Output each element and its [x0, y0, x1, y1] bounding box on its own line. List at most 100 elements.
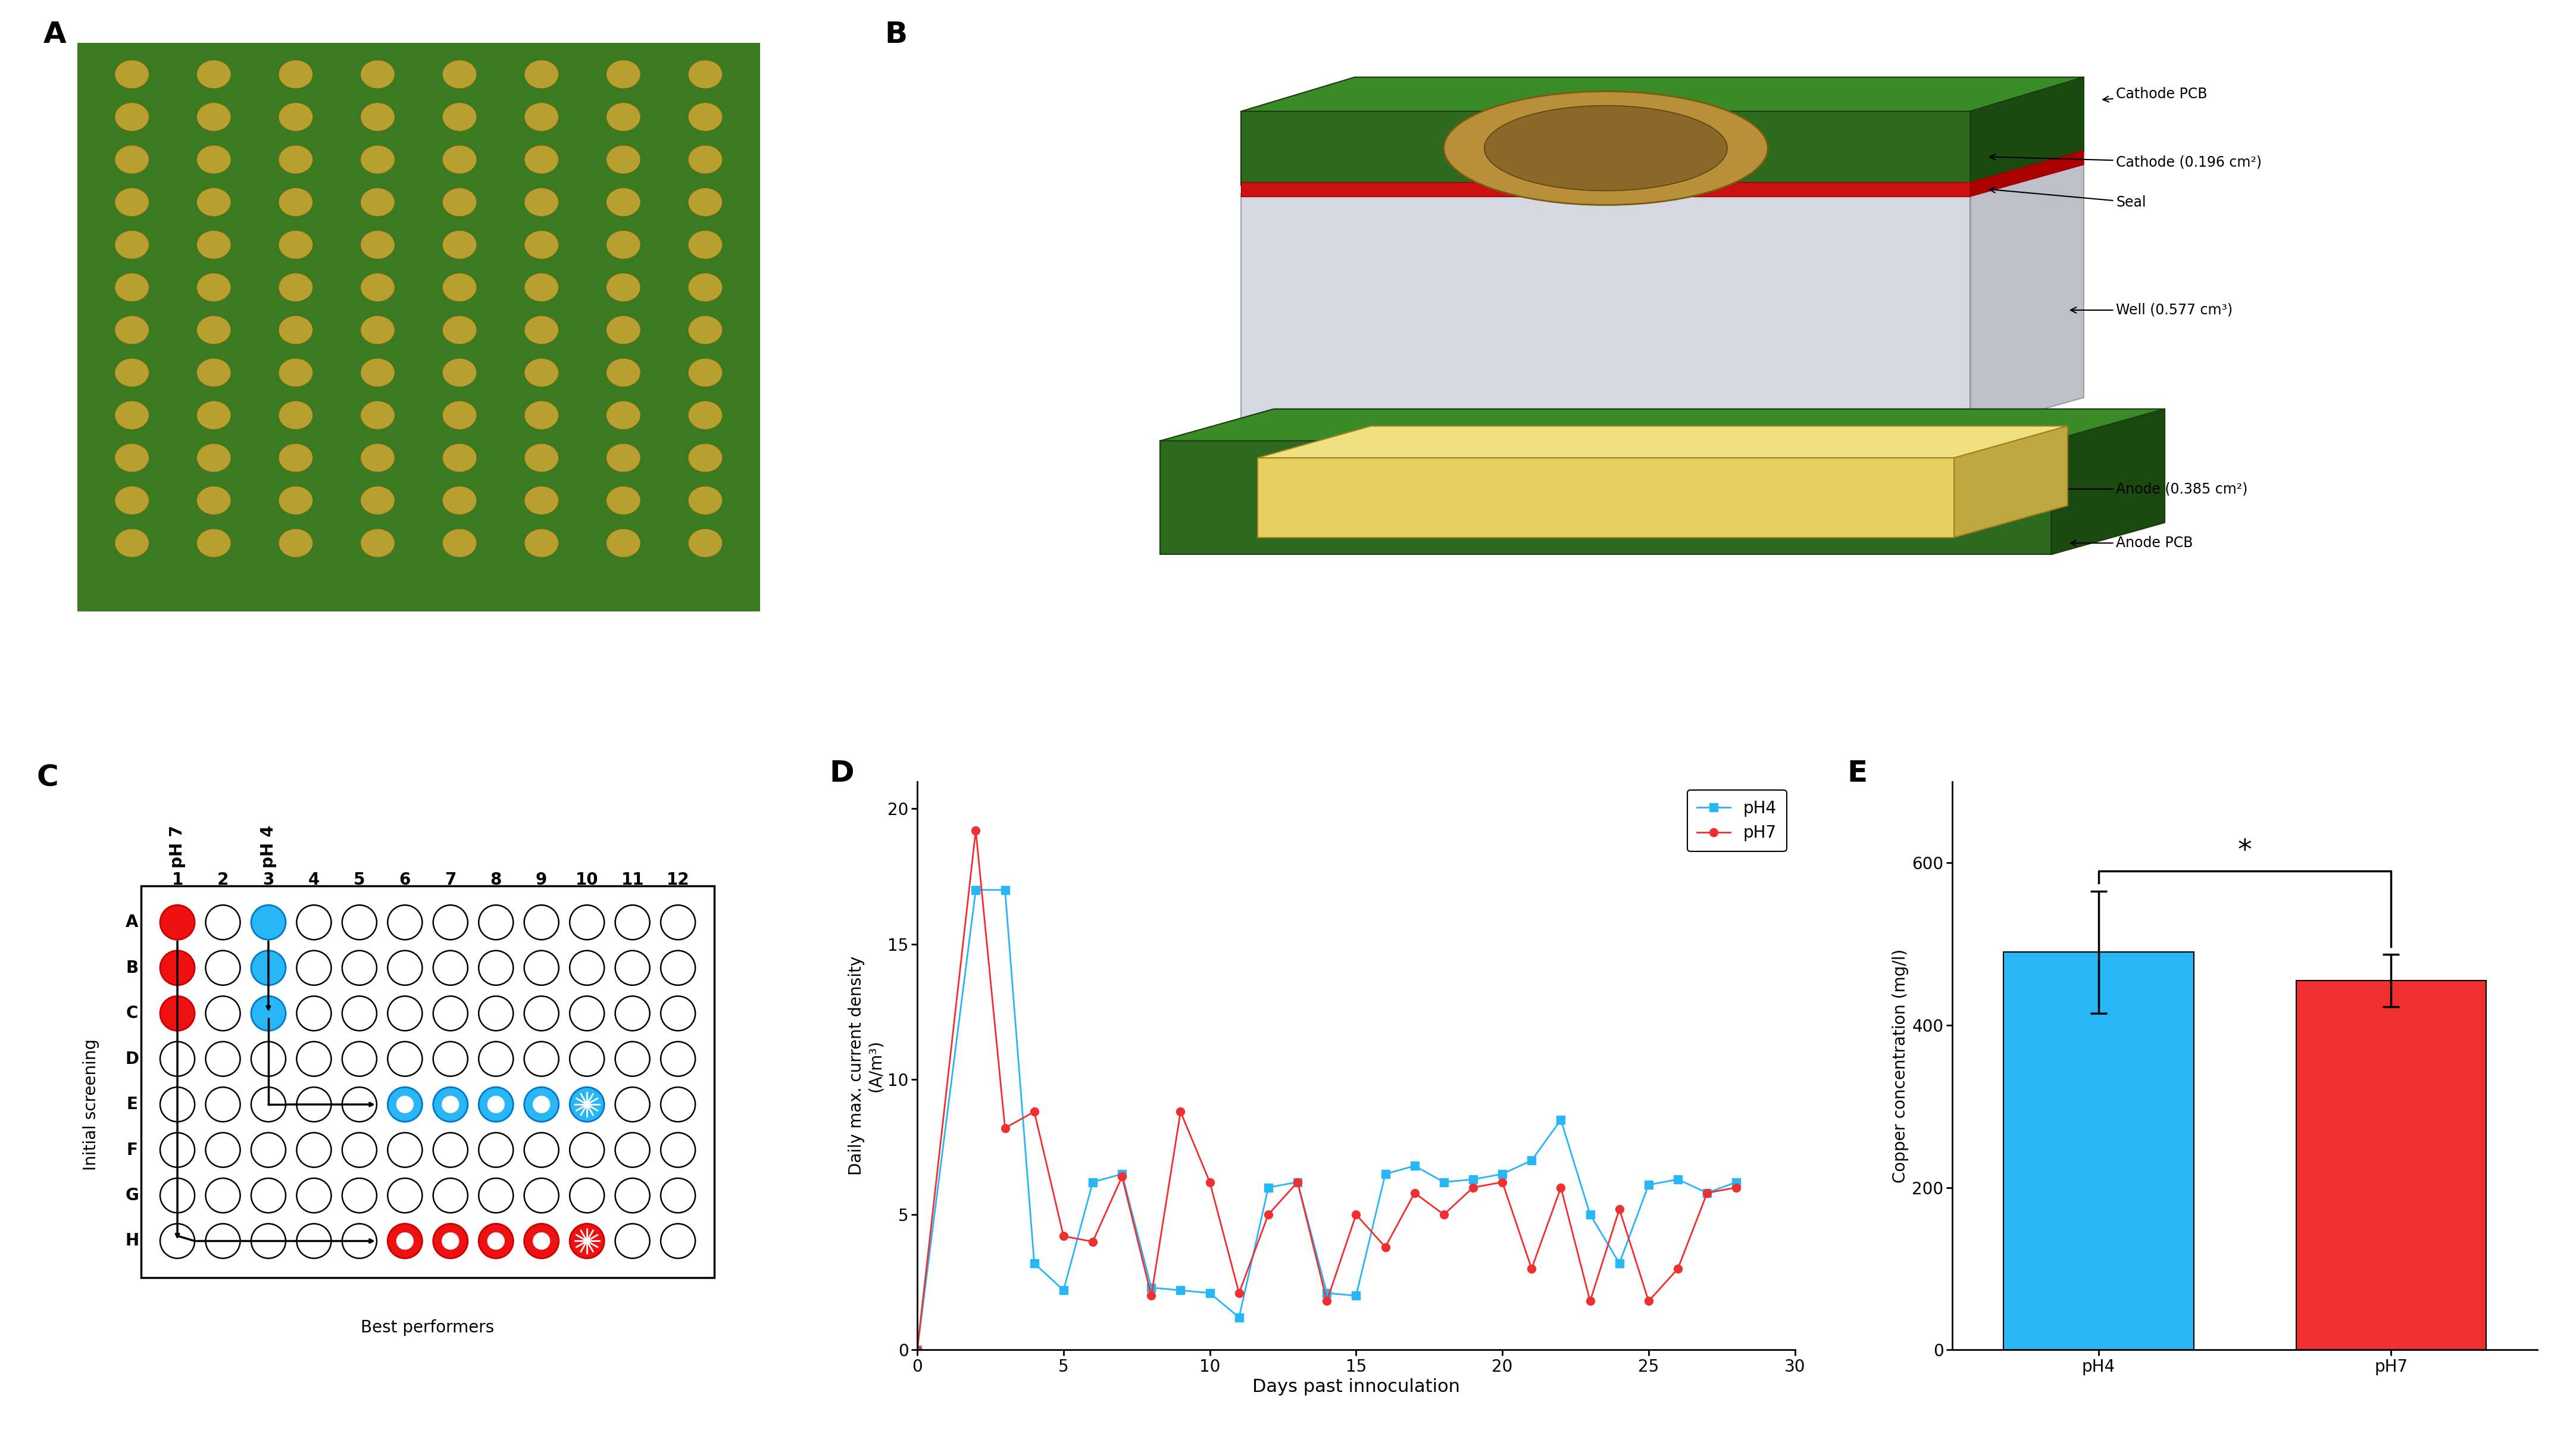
Circle shape — [443, 273, 477, 302]
Circle shape — [278, 316, 312, 345]
Circle shape — [659, 905, 696, 939]
Text: E: E — [126, 1096, 137, 1113]
Circle shape — [386, 1178, 422, 1213]
Circle shape — [116, 273, 149, 302]
Circle shape — [196, 487, 232, 514]
pH4 — [1136, 1279, 1167, 1297]
Circle shape — [479, 1223, 513, 1258]
Circle shape — [361, 60, 394, 89]
Circle shape — [616, 905, 649, 939]
Text: C: C — [36, 764, 59, 793]
Circle shape — [433, 905, 469, 939]
Circle shape — [116, 401, 149, 429]
Circle shape — [569, 1133, 605, 1167]
Circle shape — [206, 1087, 240, 1122]
Circle shape — [433, 1133, 469, 1167]
pH7 — [1340, 1206, 1370, 1223]
pH4 — [1077, 1173, 1108, 1190]
Circle shape — [479, 951, 513, 985]
Circle shape — [605, 103, 641, 131]
Circle shape — [616, 1041, 649, 1076]
Circle shape — [526, 103, 559, 131]
Circle shape — [296, 1223, 332, 1258]
Circle shape — [343, 997, 376, 1031]
Circle shape — [523, 1133, 559, 1167]
pH7 — [1136, 1287, 1167, 1304]
Circle shape — [569, 1223, 605, 1258]
Polygon shape — [1971, 151, 2084, 197]
Circle shape — [250, 1223, 286, 1258]
Polygon shape — [1242, 182, 1971, 197]
Circle shape — [605, 401, 641, 429]
Circle shape — [196, 60, 232, 89]
Circle shape — [250, 997, 286, 1031]
Circle shape — [616, 1178, 649, 1213]
Circle shape — [361, 316, 394, 345]
Text: 1: 1 — [173, 872, 183, 889]
Circle shape — [443, 444, 477, 472]
pH7 — [961, 821, 992, 839]
Circle shape — [206, 1041, 240, 1076]
Circle shape — [361, 273, 394, 302]
Text: Best performers: Best performers — [361, 1320, 495, 1335]
Circle shape — [278, 103, 312, 131]
pH7 — [902, 1341, 933, 1358]
Circle shape — [443, 359, 477, 386]
pH7 — [1020, 1103, 1051, 1120]
pH4 — [1517, 1152, 1548, 1169]
pH7 — [1164, 1103, 1195, 1120]
Text: Cathode PCB: Cathode PCB — [2102, 88, 2208, 102]
Circle shape — [343, 1178, 376, 1213]
Circle shape — [523, 1223, 559, 1258]
pH7 — [1311, 1292, 1342, 1310]
Circle shape — [278, 60, 312, 89]
Circle shape — [443, 60, 477, 89]
pH4 — [1427, 1173, 1458, 1190]
pH4 — [961, 882, 992, 899]
Text: Cathode (0.196 cm²): Cathode (0.196 cm²) — [1989, 154, 2262, 169]
Text: D: D — [829, 760, 855, 787]
Circle shape — [250, 1178, 286, 1213]
pH7 — [1283, 1173, 1314, 1190]
Circle shape — [526, 273, 559, 302]
Circle shape — [296, 1087, 332, 1122]
Text: 10: 10 — [574, 872, 598, 889]
Circle shape — [278, 359, 312, 386]
Circle shape — [206, 905, 240, 939]
Polygon shape — [1242, 162, 2084, 194]
Circle shape — [659, 1223, 696, 1258]
Text: Initial screening: Initial screening — [82, 1038, 100, 1170]
Circle shape — [386, 951, 422, 985]
Circle shape — [443, 528, 477, 557]
Circle shape — [659, 1087, 696, 1122]
Circle shape — [196, 273, 232, 302]
Text: F: F — [126, 1142, 137, 1159]
Text: 8: 8 — [489, 872, 502, 889]
Circle shape — [361, 401, 394, 429]
Circle shape — [479, 1087, 513, 1122]
Circle shape — [526, 359, 559, 386]
Polygon shape — [1971, 78, 2084, 185]
pH4 — [1370, 1166, 1401, 1183]
Text: pH 7: pH 7 — [170, 824, 185, 867]
Circle shape — [443, 1096, 459, 1113]
pH4 — [1458, 1170, 1489, 1188]
Circle shape — [526, 401, 559, 429]
Line: pH7: pH7 — [912, 826, 1741, 1354]
Polygon shape — [1257, 458, 1955, 537]
Circle shape — [526, 231, 559, 258]
Circle shape — [1484, 106, 1728, 191]
Circle shape — [296, 905, 332, 939]
Circle shape — [605, 188, 641, 217]
Circle shape — [361, 103, 394, 131]
pH7 — [1108, 1167, 1139, 1185]
Circle shape — [523, 951, 559, 985]
Circle shape — [523, 1178, 559, 1213]
Circle shape — [196, 401, 232, 429]
pH4 — [1486, 1166, 1517, 1183]
Circle shape — [206, 1133, 240, 1167]
Circle shape — [397, 1232, 412, 1249]
Text: Seal: Seal — [1989, 187, 2146, 210]
Circle shape — [523, 1087, 559, 1122]
Circle shape — [196, 188, 232, 217]
